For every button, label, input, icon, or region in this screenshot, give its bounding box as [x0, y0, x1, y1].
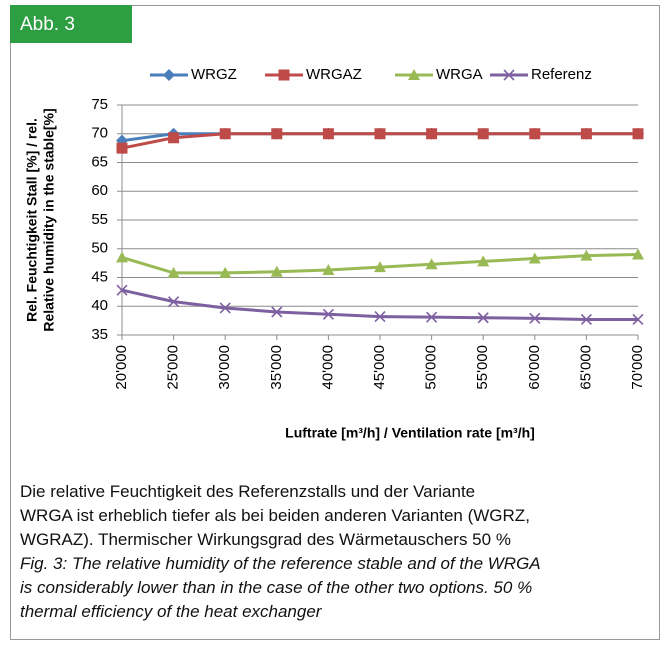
y-tick-label: 50: [91, 240, 108, 257]
x-tick-label: 20'000: [113, 345, 130, 390]
legend-marker: [163, 69, 175, 81]
data-point: [477, 312, 489, 324]
data-point: [322, 128, 334, 140]
x-axis-title: Luftrate [m³/h] / Ventilation rate [m³/h…: [285, 425, 535, 441]
data-point: [477, 255, 490, 267]
data-point: [167, 266, 180, 278]
data-point: [580, 249, 593, 261]
figure-label: Abb. 3: [20, 14, 75, 35]
y-tick-label: 60: [91, 182, 108, 199]
data-point: [271, 128, 283, 140]
data-point: [219, 266, 232, 278]
series-line: [121, 288, 638, 321]
legend-marker: [503, 69, 515, 81]
data-point: [168, 296, 180, 308]
data-point: [529, 312, 541, 324]
data-point: [632, 128, 644, 140]
data-point: [632, 313, 644, 326]
caption-line: WGRAZ). Thermischer Wirkungsgrad des Wär…: [20, 530, 511, 549]
y-tick-label: 75: [91, 96, 108, 113]
data-point: [632, 248, 644, 260]
y-axis-title: Relative humidity in the stable[%]: [41, 108, 57, 331]
data-point: [219, 302, 231, 314]
frame: [10, 5, 660, 640]
data-point: [219, 128, 231, 140]
data-point: [374, 128, 386, 140]
x-tick-label: 70'000: [629, 345, 646, 390]
data-point: [322, 308, 334, 320]
data-point: [425, 258, 438, 270]
y-tick-label: 45: [91, 268, 108, 285]
legend-marker: [408, 69, 420, 80]
data-point: [580, 313, 592, 326]
legend-label: WRGZ: [191, 66, 237, 83]
data-point: [322, 264, 335, 276]
x-tick-label: 30'000: [216, 345, 233, 390]
x-tick-label: 50'000: [423, 345, 440, 390]
y-axis-title: Rel. Feuchtigkeit Stall [%] / rel.: [24, 118, 40, 322]
x-tick-label: 45'000: [371, 345, 388, 390]
x-tick-label: 40'000: [319, 345, 336, 390]
y-tick-label: 40: [91, 297, 108, 314]
y-tick-label: 35: [91, 326, 108, 343]
y-tick-label: 55: [91, 211, 108, 228]
legend-label: Referenz: [531, 66, 592, 83]
figure-label-box: [10, 5, 132, 43]
data-point: [271, 306, 283, 318]
caption-line: Die relative Feuchtigkeit des Referenzst…: [20, 482, 476, 501]
data-point: [529, 128, 541, 140]
x-tick-label: 65'000: [577, 345, 594, 390]
data-point: [116, 284, 128, 296]
data-point: [477, 128, 489, 140]
caption-line: WRGA ist erheblich tiefer als bei beiden…: [20, 506, 530, 525]
legend-label: WRGA: [436, 66, 483, 83]
data-point: [426, 311, 438, 323]
caption-line: thermal efficiency of the heat exchanger: [20, 602, 322, 621]
data-point: [116, 142, 128, 154]
legend-marker: [278, 69, 290, 81]
y-tick-label: 70: [91, 125, 108, 142]
data-point: [426, 128, 438, 140]
x-tick-label: 35'000: [268, 345, 285, 390]
y-tick-label: 65: [91, 153, 108, 170]
data-point: [270, 265, 283, 277]
data-point: [528, 252, 541, 264]
data-point: [374, 261, 386, 273]
data-point: [116, 251, 128, 263]
caption-line: Fig. 3: The relative humidity of the ref…: [20, 554, 541, 573]
data-point: [374, 311, 386, 323]
data-point: [168, 132, 180, 144]
caption-line: is considerably lower than in the case o…: [20, 578, 533, 597]
x-tick-label: 25'000: [165, 345, 182, 390]
legend-label: WRGAZ: [306, 66, 362, 83]
x-tick-label: 60'000: [526, 345, 543, 390]
data-point: [580, 128, 592, 140]
x-tick-label: 55'000: [474, 345, 491, 390]
